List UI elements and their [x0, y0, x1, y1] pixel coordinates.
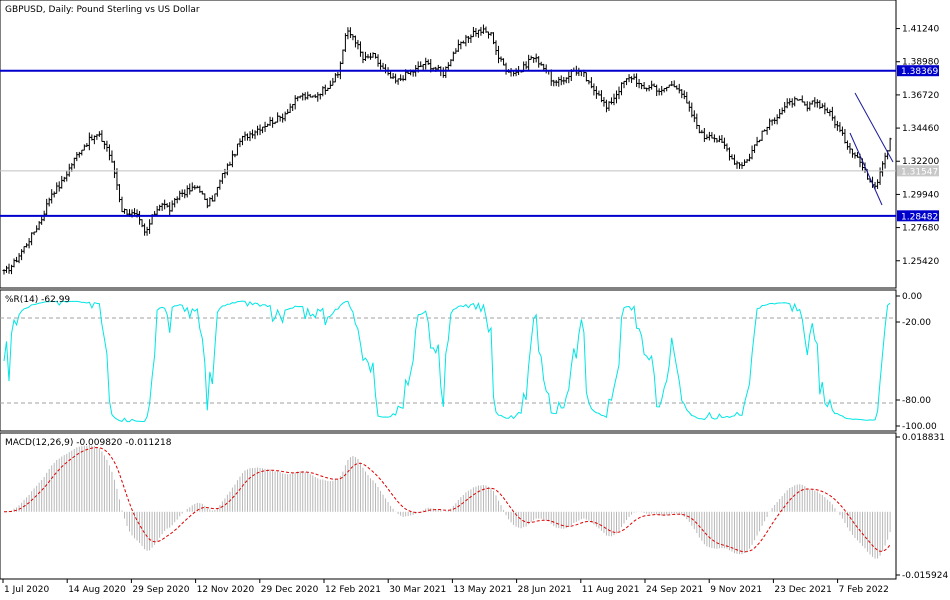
- williams-r-tick-label: 0.00: [902, 292, 922, 302]
- williams-r-tick-label: -20.00: [902, 318, 931, 328]
- williams-r-panel[interactable]: [0, 289, 897, 432]
- williams-r-axis: 0.00 -20.00 -80.00 -100.00: [896, 292, 937, 432]
- resistance-price-tag: 1.38369: [897, 65, 939, 77]
- price-panel[interactable]: [0, 0, 897, 289]
- price-tick-label: 1.34460: [902, 124, 939, 134]
- price-tick-label: 1.29940: [902, 190, 939, 200]
- macd-signal-line: [3, 447, 891, 553]
- time-tick-label: 1 Jul 2020: [4, 585, 49, 595]
- williams-r-tick-label: -100.00: [902, 422, 937, 432]
- time-tick-label: 11 Aug 2021: [582, 585, 640, 595]
- macd-title: MACD(12,26,9) -0.009820 -0.011218: [5, 438, 172, 448]
- time-tick-label: 12 Nov 2020: [197, 585, 255, 595]
- price-tick-label: 1.38980: [902, 58, 939, 68]
- price-axis: 1.41240 1.38980 1.36720 1.34460 1.32200 1.299…: [896, 25, 939, 267]
- macd-tick-label: 0.018831: [902, 433, 945, 443]
- macd-tick-label: -0.015924: [902, 571, 948, 581]
- time-tick-label: 7 Feb 2022: [839, 585, 889, 595]
- macd-axis: 0.018831 -0.015924: [896, 433, 948, 581]
- price-tick-label: 1.32200: [902, 157, 939, 167]
- current-price-label: 1.31547: [901, 167, 938, 177]
- resistance-price-label: 1.38369: [901, 67, 938, 77]
- time-tick-label: 14 Aug 2020: [68, 585, 126, 595]
- time-tick-label: 23 Dec 2021: [774, 585, 832, 595]
- channel-lower-trendline[interactable]: [849, 132, 883, 206]
- price-series: [2, 24, 892, 275]
- time-axis: 1 Jul 2020 14 Aug 2020 29 Sep 2020 12 Nov 2…: [2, 579, 889, 595]
- williams-r-tick-label: -80.00: [902, 396, 931, 406]
- time-tick-label: 12 Feb 2021: [325, 585, 381, 595]
- support-price-tag: 1.28482: [897, 210, 939, 222]
- price-tick-label: 1.41240: [902, 25, 939, 35]
- time-tick-label: 9 Nov 2021: [710, 585, 762, 595]
- williams-r-line: [3, 300, 891, 423]
- price-tick-label: 1.36720: [902, 91, 939, 101]
- time-tick-label: 28 Jun 2021: [518, 585, 572, 595]
- time-tick-label: 24 Sep 2021: [646, 585, 703, 595]
- price-chart-title: GBPUSD, Daily: Pound Sterling vs US Doll…: [5, 5, 200, 15]
- current-price-tag: 1.31547: [897, 165, 939, 177]
- time-tick-label: 30 Mar 2021: [389, 585, 446, 595]
- time-tick-label: 29 Sep 2020: [132, 585, 189, 595]
- price-tick-label: 1.25420: [902, 257, 939, 267]
- macd-panel[interactable]: [0, 432, 897, 580]
- macd-histogram: [6, 445, 891, 559]
- price-tick-label: 1.27680: [902, 224, 939, 234]
- support-price-label: 1.28482: [901, 212, 938, 222]
- williams-r-title: %R(14) -62.99: [5, 295, 70, 305]
- time-tick-label: 13 May 2021: [453, 585, 512, 595]
- time-tick-label: 29 Dec 2020: [261, 585, 319, 595]
- channel-upper-trendline[interactable]: [854, 92, 894, 163]
